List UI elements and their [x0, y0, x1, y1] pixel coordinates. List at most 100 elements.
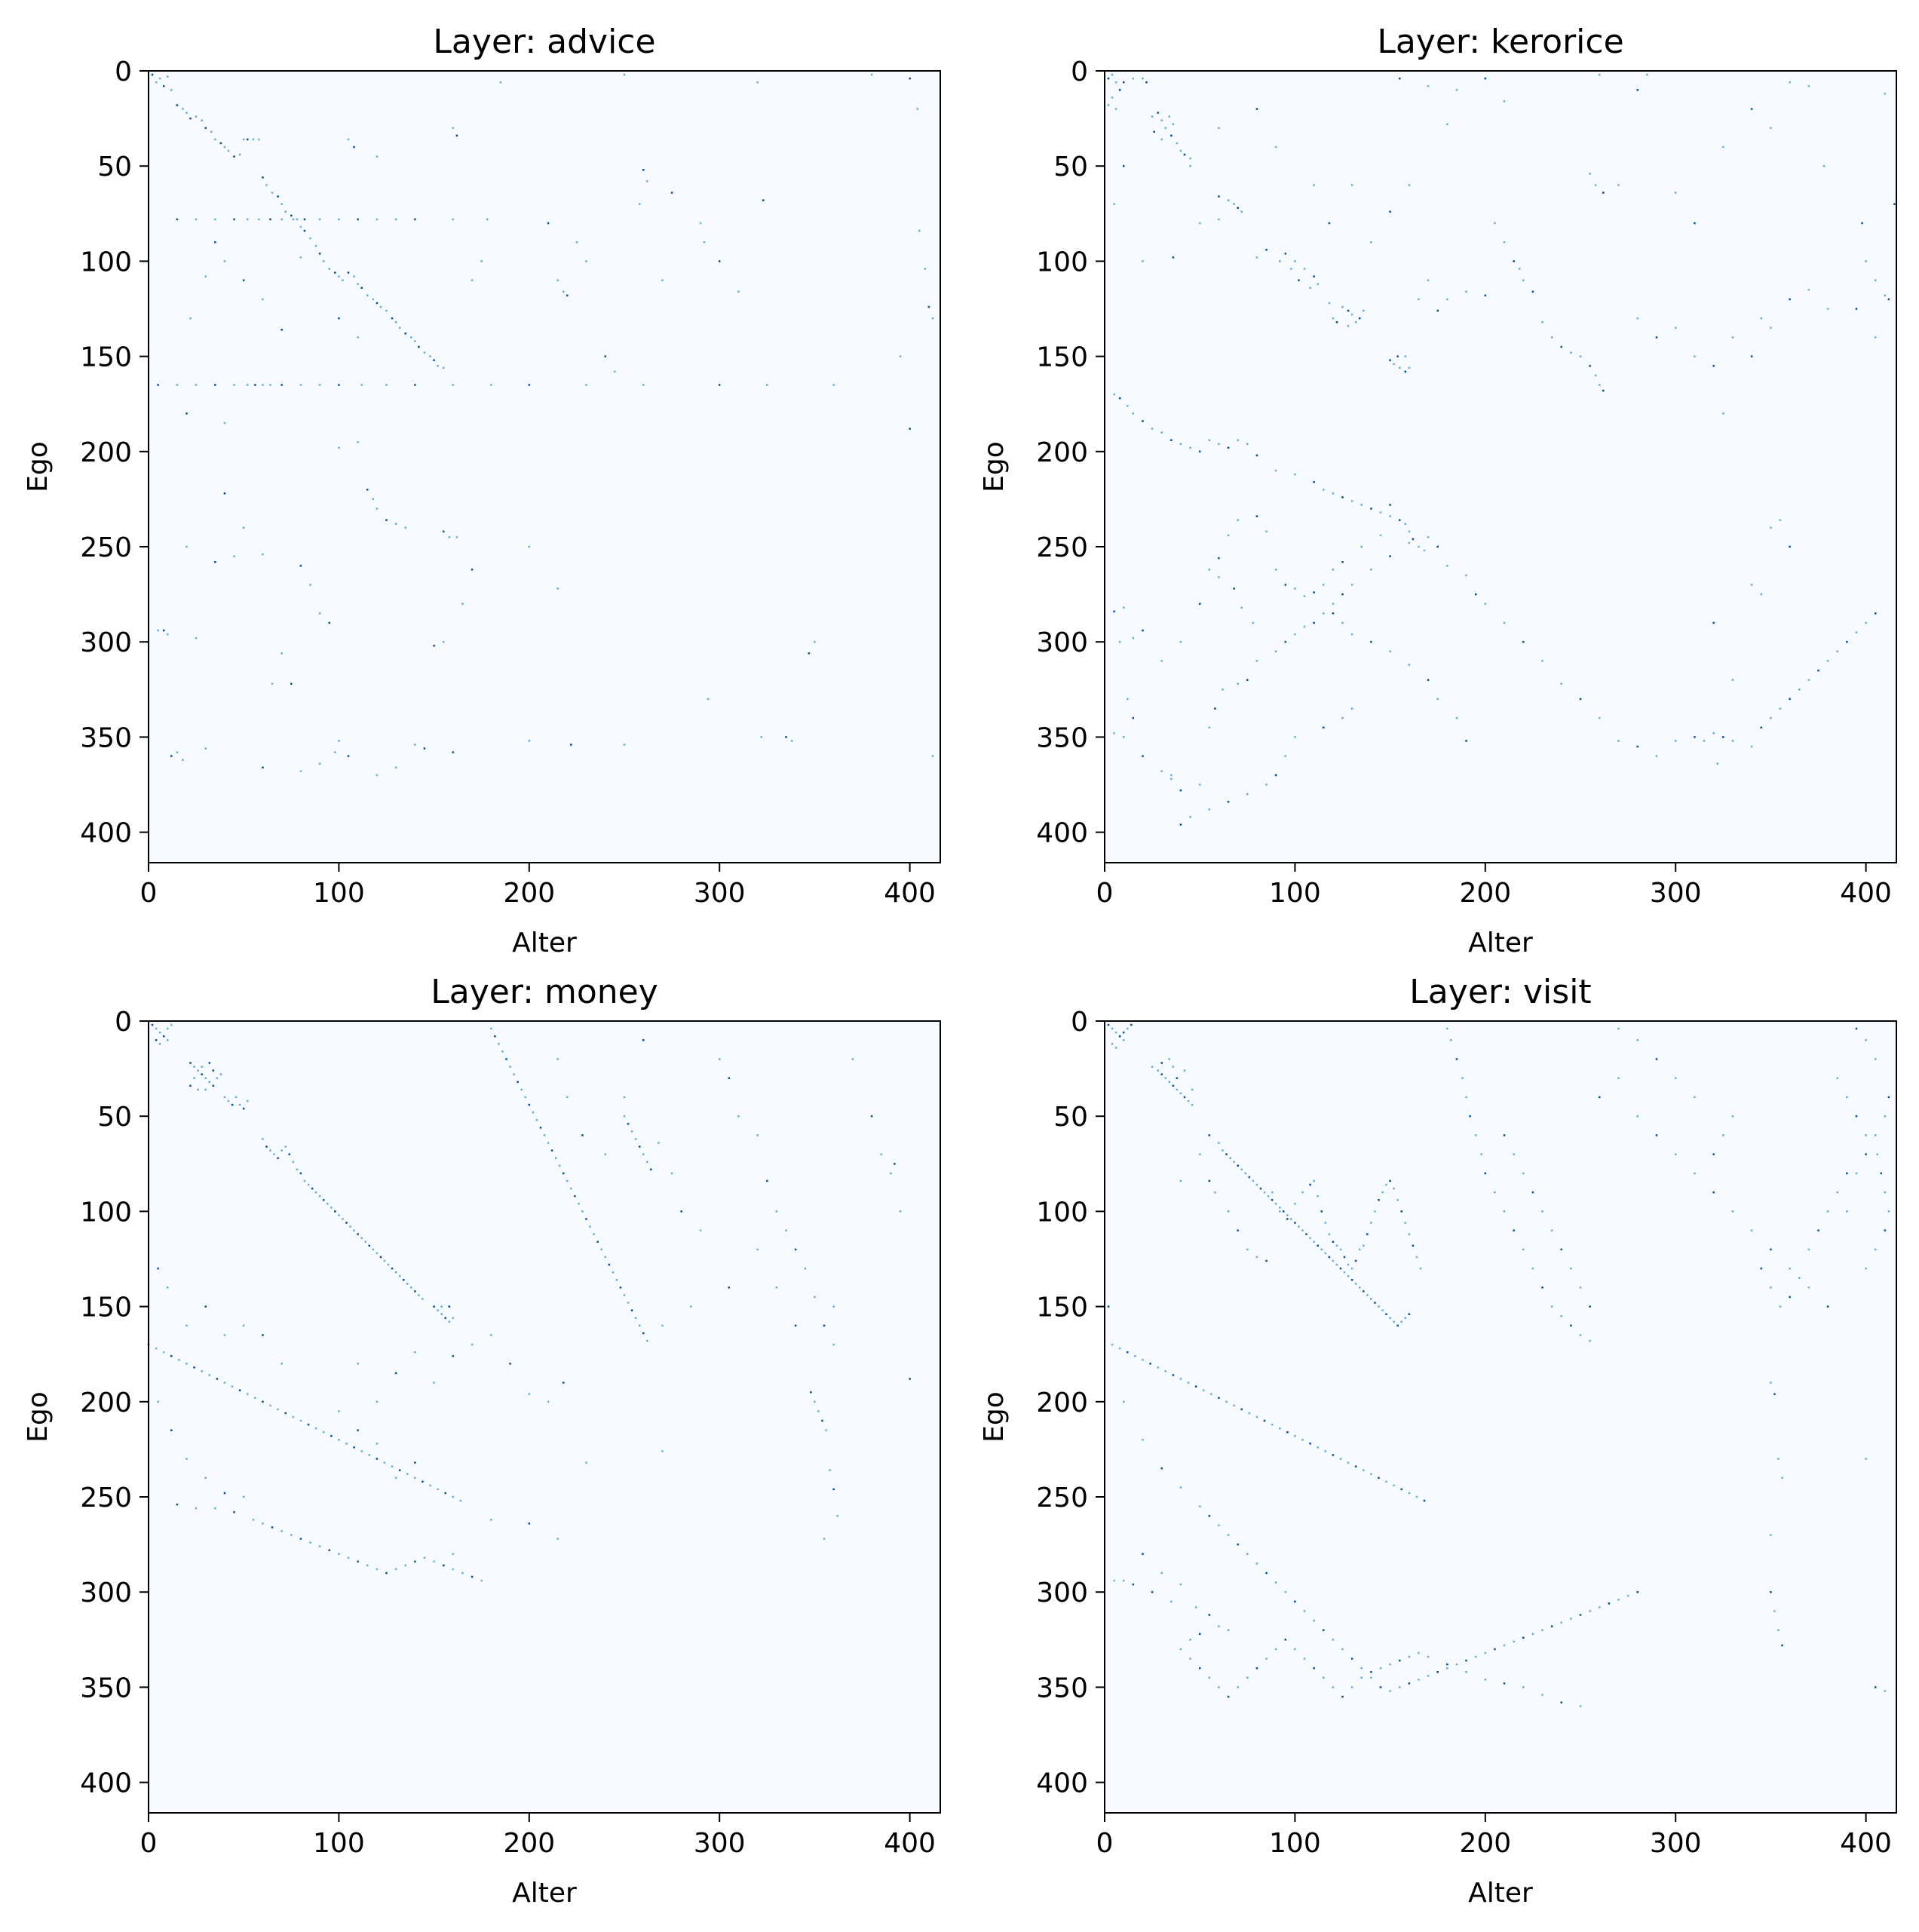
heatmap-cell — [1341, 1648, 1344, 1651]
heatmap-cell — [1198, 222, 1201, 225]
heatmap-cell — [208, 1081, 211, 1084]
heatmap-cell — [1225, 1400, 1228, 1403]
heatmap-cell — [1160, 431, 1163, 434]
heatmap-cell — [1807, 1286, 1810, 1289]
heatmap-cell — [1358, 1286, 1361, 1289]
heatmap-cell — [157, 1400, 159, 1403]
y-tick-label: 350 — [80, 722, 132, 753]
subplot-kerorice: Layer: kerorice 0 100 200 300 400 0 50 100 150 2… — [979, 23, 1897, 958]
heatmap-cell — [1836, 1077, 1839, 1079]
heatmap-cell — [1114, 81, 1117, 84]
heatmap-cell — [1712, 364, 1715, 367]
heatmap-cell — [1149, 1363, 1151, 1365]
y-tick-label: 300 — [1036, 627, 1088, 658]
heatmap-cell — [823, 1538, 826, 1540]
heatmap-cell — [1294, 1600, 1296, 1603]
heatmap-cell — [1884, 1115, 1887, 1118]
y-axis-label: Ego — [979, 1391, 1010, 1443]
heatmap-cell — [197, 1088, 199, 1091]
heatmap-cell — [1404, 1317, 1407, 1320]
heatmap-cell — [1284, 755, 1287, 757]
x-axis: 0 100 200 300 400 — [1096, 863, 1892, 909]
heatmap-cell — [1446, 1667, 1448, 1670]
heatmap-cell — [1263, 1419, 1266, 1422]
heatmap-cell — [1874, 1686, 1877, 1688]
heatmap-cell — [1636, 317, 1639, 320]
heatmap-cell — [1750, 584, 1753, 586]
heatmap-cell — [832, 1488, 835, 1491]
heatmap-cell — [1237, 1164, 1239, 1167]
y-tick-label: 250 — [80, 532, 132, 563]
heatmap-cell — [326, 1203, 329, 1205]
heatmap-cell — [1170, 439, 1173, 441]
heatmap-cell — [223, 1096, 226, 1099]
heatmap-cell — [418, 1294, 420, 1296]
heatmap-cell — [1494, 222, 1496, 225]
heatmap-cell — [1225, 1153, 1228, 1155]
heatmap-cell — [258, 218, 260, 221]
heatmap-cell — [1598, 384, 1601, 386]
heatmap-cell — [353, 1229, 355, 1231]
heatmap-cell — [1446, 1663, 1448, 1666]
heatmap-cell — [1865, 1458, 1867, 1460]
heatmap-cell — [227, 1099, 230, 1102]
heatmap-cell — [170, 755, 173, 757]
heatmap-cell — [1198, 450, 1201, 453]
heatmap-cell — [1393, 1484, 1395, 1487]
heatmap-cell — [1594, 374, 1597, 377]
heatmap-cell — [242, 526, 245, 529]
heatmap-cell — [318, 1194, 321, 1198]
heatmap-cell — [790, 740, 793, 742]
heatmap-cell — [1227, 800, 1230, 803]
heatmap-cell — [823, 1324, 826, 1327]
heatmap-cell — [1274, 1581, 1277, 1584]
heatmap-cell — [383, 1461, 386, 1464]
heatmap-cell — [1324, 1252, 1327, 1255]
heatmap-cell — [814, 640, 816, 643]
heatmap-cell — [1427, 84, 1430, 87]
heatmap-cell — [262, 1138, 264, 1140]
heatmap-cell — [176, 384, 179, 386]
heatmap-cell — [1194, 1606, 1197, 1608]
heatmap-cell — [1465, 1096, 1467, 1099]
heatmap-cell — [1636, 1115, 1639, 1118]
heatmap-cell — [1313, 621, 1315, 624]
heatmap-cell — [1398, 77, 1401, 80]
heatmap-cell — [1694, 1096, 1696, 1099]
heatmap-cell — [1522, 279, 1525, 281]
heatmap-cell — [829, 1469, 831, 1471]
heatmap-cell — [1389, 359, 1391, 361]
x-tick-label: 200 — [1459, 878, 1511, 909]
y-tick-label: 300 — [1036, 1578, 1088, 1608]
heatmap-cell — [1255, 1667, 1258, 1670]
heatmap-cell — [1332, 1240, 1335, 1244]
heatmap-cell — [604, 355, 607, 357]
heatmap-cell — [1332, 569, 1335, 571]
y-tick-label: 350 — [1036, 722, 1088, 753]
heatmap-cell — [262, 1334, 264, 1336]
heatmap-cell — [1218, 576, 1220, 578]
heatmap-cell — [1122, 81, 1125, 84]
heatmap-cell — [394, 523, 397, 525]
heatmap-cell — [185, 112, 188, 114]
heatmap-cell — [1227, 534, 1230, 537]
heatmap-cell — [1400, 1488, 1403, 1491]
heatmap-cell — [1560, 345, 1563, 348]
heatmap-cell — [766, 384, 768, 386]
heatmap-cell — [1750, 745, 1753, 748]
heatmap-cell — [347, 755, 350, 757]
heatmap-cell — [1427, 279, 1430, 281]
heatmap-cell — [1172, 256, 1175, 259]
heatmap-cell — [556, 1058, 559, 1060]
heatmap-cell — [182, 759, 184, 761]
heatmap-cell — [394, 320, 397, 324]
heatmap-cell — [1290, 268, 1292, 270]
heatmap-cell — [550, 1149, 553, 1152]
heatmap-cell — [699, 1229, 702, 1231]
heatmap-cell — [1309, 1237, 1311, 1239]
x-axis: 0 100 200 300 400 — [140, 863, 936, 909]
x-tick-label: 300 — [1650, 878, 1702, 909]
heatmap-cell — [623, 73, 626, 76]
heatmap-cell — [342, 1218, 344, 1220]
heatmap-cell — [528, 1523, 531, 1525]
